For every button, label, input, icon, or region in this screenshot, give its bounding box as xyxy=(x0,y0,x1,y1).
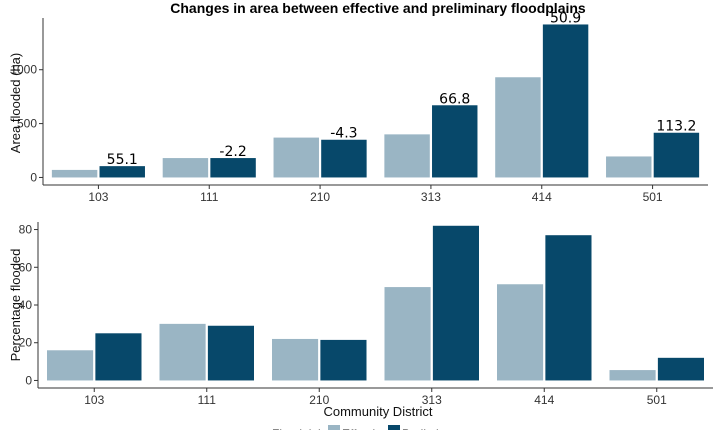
x-tick-label: 414 xyxy=(532,190,552,204)
data-label: 55.1 xyxy=(107,152,138,168)
data-label: -4.3 xyxy=(330,126,357,142)
y-axis-title: Area flooded (ha) xyxy=(8,53,23,153)
bar-effective xyxy=(609,370,656,381)
data-label: -2.2 xyxy=(219,144,246,160)
data-label: 50.9 xyxy=(550,10,581,26)
y-tick-label: 0 xyxy=(25,373,32,387)
y-tick-label: 20 xyxy=(19,336,33,350)
y-tick-label: 1000 xyxy=(10,63,37,77)
bottom-panel: 0 20 40 60 80 Percentage flooded 103 111 210 313 4… xyxy=(8,222,713,407)
legend: Floodplain Effective Preliminary xyxy=(272,425,462,430)
x-tick-label: 313 xyxy=(422,393,442,407)
legend-label: Preliminary xyxy=(402,427,462,430)
bar-effective xyxy=(272,338,319,381)
y-tick-label: 0 xyxy=(30,170,37,184)
bar-preliminary xyxy=(99,166,145,178)
bar-effective xyxy=(47,350,94,381)
x-tick-label: 111 xyxy=(200,190,219,204)
x-tick-label: 414 xyxy=(534,393,554,407)
bar-effective xyxy=(384,287,431,381)
bar-preliminary xyxy=(657,357,704,381)
chart-title: Changes in area between effective and pr… xyxy=(170,0,586,16)
legend-label: Effective xyxy=(342,427,388,430)
bar-effective xyxy=(162,158,209,178)
x-tick-label: 103 xyxy=(88,190,108,204)
bar-preliminary xyxy=(321,139,367,178)
bar-effective xyxy=(273,137,319,178)
x-tick-label: 501 xyxy=(643,190,663,204)
bar-preliminary xyxy=(207,325,254,381)
data-label: 113.2 xyxy=(656,119,696,135)
x-tick-label: 313 xyxy=(421,190,441,204)
legend-swatch xyxy=(388,425,400,430)
bar-preliminary xyxy=(432,105,478,178)
bar-preliminary xyxy=(653,132,700,178)
x-tick-label: 501 xyxy=(647,393,667,407)
x-tick-label: 210 xyxy=(309,393,329,407)
y-tick-label: 60 xyxy=(19,260,33,274)
bar-effective xyxy=(497,284,544,381)
bar-preliminary xyxy=(545,235,592,381)
y-tick-label: 40 xyxy=(19,298,33,312)
data-label: 66.8 xyxy=(439,91,470,107)
x-tick-label: 111 xyxy=(198,393,217,407)
bar-effective xyxy=(606,156,652,178)
x-axis-title: Community District xyxy=(323,404,432,419)
bar-effective xyxy=(384,134,430,178)
bar-preliminary xyxy=(320,339,367,381)
legend-swatch xyxy=(328,425,340,430)
y-tick-label: 80 xyxy=(19,223,33,237)
bar-preliminary xyxy=(542,24,589,178)
bar-effective xyxy=(495,77,541,178)
y-axis-title: Percentage flooded xyxy=(8,249,23,362)
x-tick-label: 103 xyxy=(84,393,104,407)
bar-preliminary xyxy=(432,225,479,381)
bar-effective xyxy=(51,169,98,178)
y-tick-label: 500 xyxy=(17,117,37,131)
bar-preliminary xyxy=(95,333,142,381)
bar-effective xyxy=(159,323,206,381)
bar-preliminary xyxy=(210,158,256,178)
legend-title: Floodplain xyxy=(272,427,327,430)
x-tick-label: 210 xyxy=(310,190,330,204)
